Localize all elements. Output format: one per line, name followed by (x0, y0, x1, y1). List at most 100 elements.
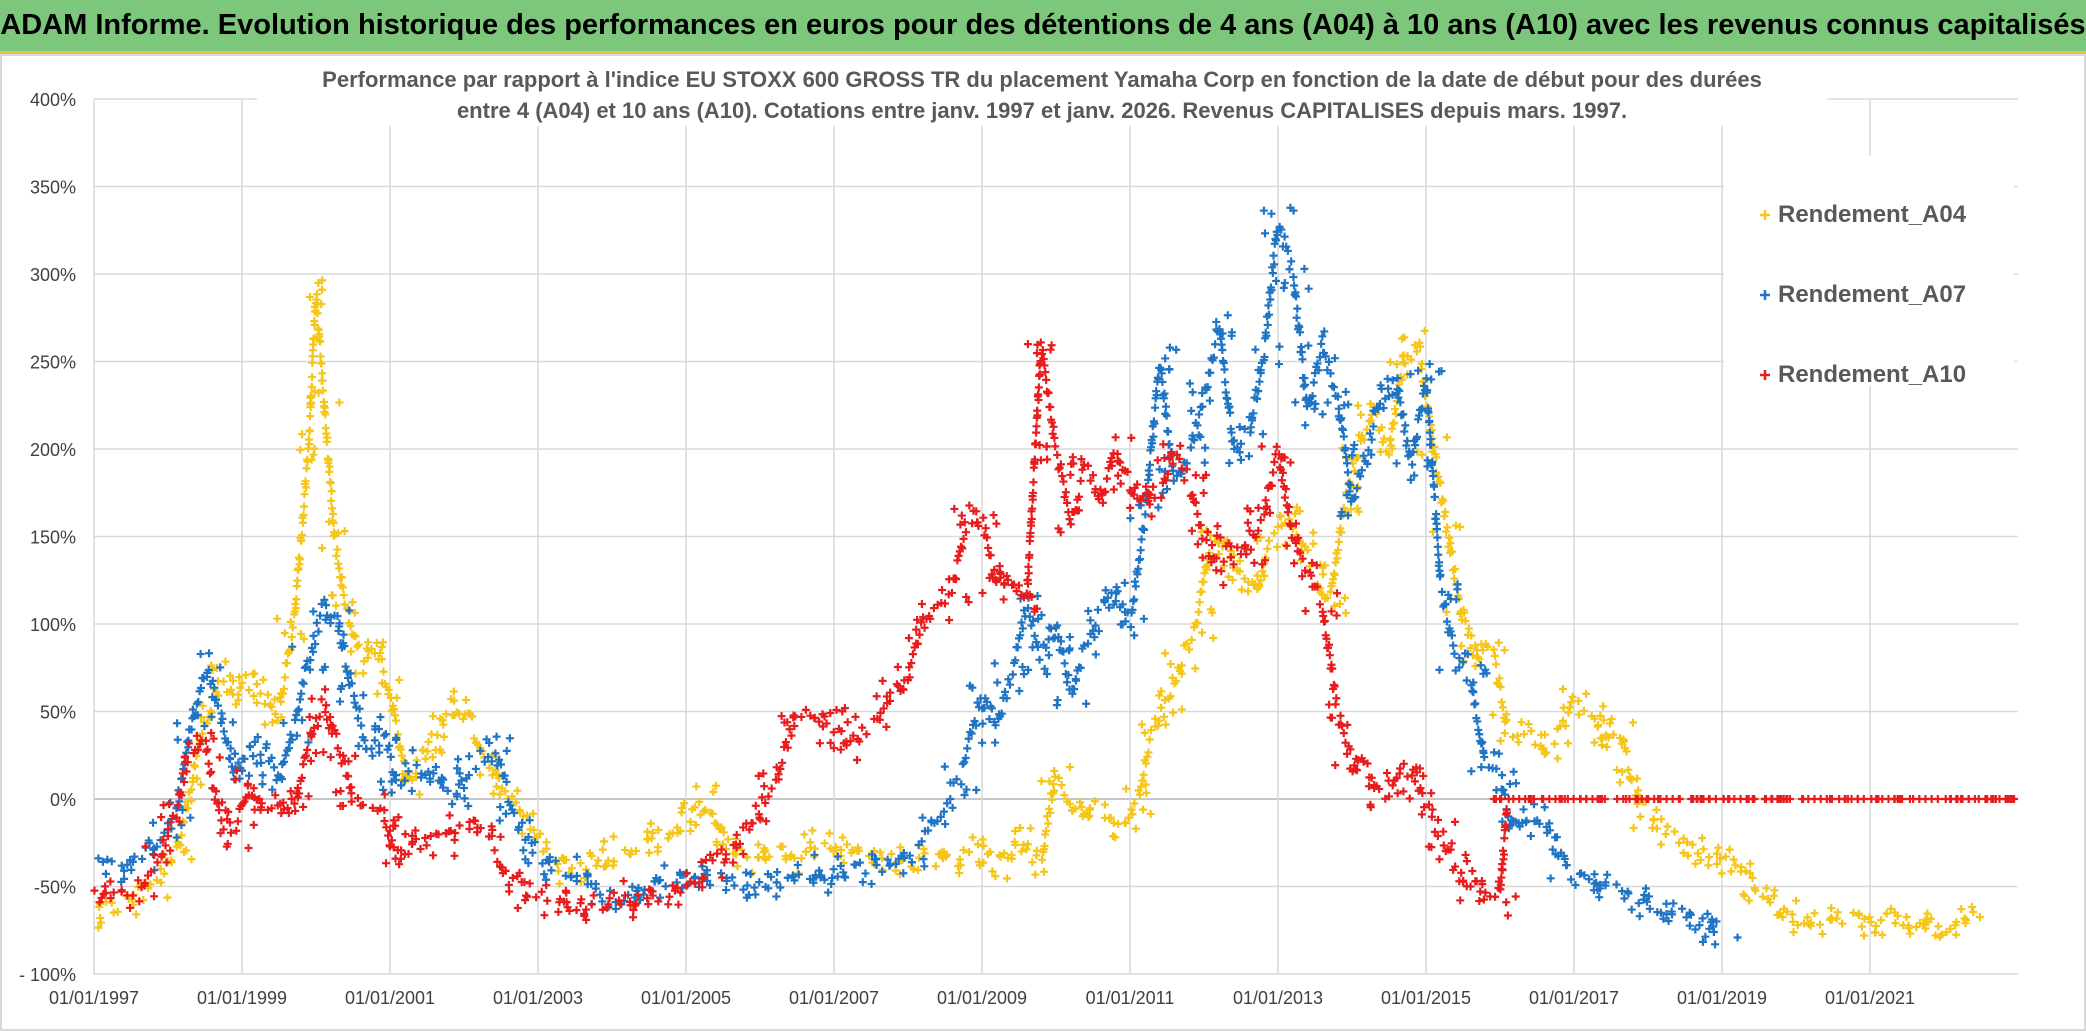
data-point (1392, 456, 1432, 484)
data-point (1612, 765, 1642, 787)
legend-marker (1760, 290, 1770, 300)
x-tick-label: 01/01/2019 (1677, 988, 1767, 1008)
data-point (305, 276, 327, 309)
data-point (354, 741, 384, 760)
x-tick-label: 01/01/2021 (1825, 988, 1915, 1008)
y-tick-label: -50% (34, 878, 76, 898)
data-point (157, 799, 184, 834)
data-point (1635, 897, 1676, 921)
legend-marker (1760, 210, 1770, 220)
data-point (386, 813, 403, 835)
data-point (1558, 685, 1591, 712)
legend-item: Rendement_A10 (1760, 361, 1966, 388)
data-point (429, 695, 468, 724)
x-tick-label: 01/01/2017 (1529, 988, 1619, 1008)
data-point (1513, 720, 1549, 740)
y-tick-label: 150% (30, 528, 76, 548)
x-tick-label: 01/01/2003 (493, 988, 583, 1008)
data-point (495, 803, 534, 834)
data-point (1259, 203, 1298, 238)
data-point (260, 699, 286, 729)
chart-title-line-2: entre 4 (A04) et 10 ans (A10). Cotations… (457, 98, 1627, 123)
data-point (1712, 843, 1734, 878)
series-Rendement_A04 (94, 276, 1984, 941)
legend-item: Rendement_A04 (1760, 201, 1967, 228)
y-tick-label: 300% (30, 265, 76, 285)
x-tick-label: 01/01/1999 (197, 988, 287, 1008)
data-point (764, 860, 802, 893)
legend: Rendement_A04 Rendement_A07 Rendement_A10 (1724, 156, 2014, 388)
data-point (279, 792, 313, 811)
data-point (376, 777, 416, 797)
data-point (990, 659, 1028, 696)
data-point (1526, 819, 1561, 842)
data-point (1398, 326, 1429, 361)
data-point (249, 801, 282, 829)
data-point (580, 891, 614, 921)
x-tick-label: 01/01/2001 (345, 988, 435, 1008)
data-point (851, 850, 879, 888)
data-point (401, 826, 425, 853)
y-tick-label: 0% (50, 790, 76, 810)
data-point (513, 879, 551, 913)
data-point (1272, 264, 1313, 293)
series-trace (94, 222, 1721, 941)
data-point (1489, 795, 1513, 803)
legend-marker (1760, 370, 1770, 380)
data-point (1546, 854, 1586, 883)
data-point (1185, 379, 1214, 415)
legend-label: Rendement_A04 (1778, 201, 1967, 228)
data-point (818, 704, 852, 727)
data-point (938, 574, 973, 607)
data-point (453, 752, 492, 778)
data-point (1473, 638, 1509, 664)
data-point (1187, 526, 1225, 550)
legend-box (1724, 156, 2014, 386)
data-point (1469, 661, 1491, 687)
data-point (370, 713, 401, 745)
data-point (519, 846, 554, 868)
data-point (1729, 855, 1757, 883)
y-axis: 400% 350% 300% 250% 200% 150% 100% 50% 0% -50% - 1… (19, 90, 76, 985)
data-point (1010, 823, 1035, 856)
data-point (645, 881, 683, 909)
chart-title-line-1: Performance par rapport à l'indice EU ST… (322, 67, 1762, 92)
data-point (327, 591, 359, 617)
x-tick-label: 01/01/1997 (49, 988, 139, 1008)
y-tick-label: 50% (40, 703, 76, 723)
data-point (643, 827, 663, 857)
data-point (1276, 503, 1304, 521)
data-point (228, 669, 268, 695)
x-tick-label: 01/01/2015 (1381, 988, 1471, 1008)
x-tick-label: 01/01/2011 (1086, 988, 1175, 1008)
data-point (615, 877, 638, 915)
data-point (1113, 471, 1147, 501)
data-point (754, 769, 783, 791)
data-point (1336, 491, 1356, 521)
x-tick-label: 01/01/2009 (937, 988, 1027, 1008)
y-tick-label: 200% (30, 440, 76, 460)
data-point (1931, 915, 1971, 940)
data-point (1435, 850, 1477, 875)
data-point (1392, 763, 1428, 783)
legend-label: Rendement_A10 (1778, 361, 1966, 388)
data-point (1703, 909, 1742, 942)
x-tick-label: 01/01/2013 (1233, 988, 1323, 1008)
data-point (1878, 904, 1911, 939)
data-point (184, 774, 206, 806)
data-point (1116, 614, 1148, 640)
data-point (1066, 453, 1086, 479)
performance-scatter-chart: 400% 350% 300% 250% 200% 150% 100% 50% 0% -50% - 1… (19, 62, 2019, 1008)
data-point (1241, 541, 1270, 569)
data-point (677, 799, 705, 835)
x-tick-label: 01/01/2007 (789, 988, 879, 1008)
y-tick-label: 250% (30, 353, 76, 373)
data-point (1024, 643, 1053, 678)
data-point (306, 387, 344, 411)
chart-title-background (257, 62, 1827, 126)
report-header: ADAM Informe. Evolution historique des p… (0, 0, 2086, 54)
data-point (1659, 899, 1694, 930)
data-point (1467, 748, 1503, 776)
legend-item: Rendement_A07 (1760, 281, 1966, 308)
y-tick-label: 350% (30, 178, 76, 198)
